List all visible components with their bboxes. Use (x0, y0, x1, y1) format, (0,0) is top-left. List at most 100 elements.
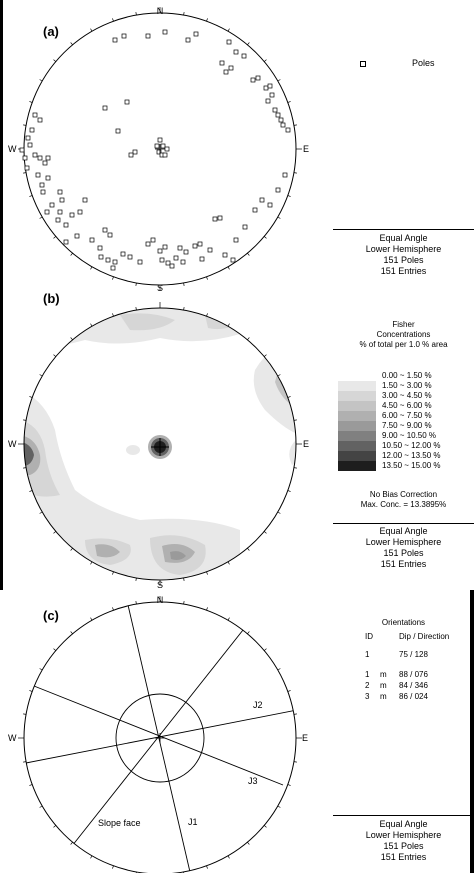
pole-marker (42, 160, 48, 166)
pole-marker (63, 222, 69, 228)
pole-marker (115, 128, 121, 134)
perimeter-tick (135, 307, 137, 311)
pole-marker (37, 155, 43, 161)
fisher-legend-title: Fisher Concentrations % of total per 1.0… (359, 320, 448, 349)
perimeter-tick (293, 172, 297, 174)
compass-w: W (8, 144, 17, 154)
label-j1: J1 (188, 817, 198, 827)
pole-marker (228, 65, 234, 71)
perimeter-tick (90, 28, 93, 32)
perimeter-tick (39, 805, 43, 808)
perimeter-tick (263, 354, 267, 357)
pole-marker (102, 105, 108, 111)
pole-marker (230, 257, 236, 263)
label-j3: J3 (248, 776, 258, 786)
pole-marker (63, 239, 69, 245)
perimeter-tick (90, 617, 93, 621)
scale-swatch (338, 431, 376, 441)
perimeter-tick (90, 561, 93, 565)
perimeter-tick (293, 419, 297, 421)
pole-marker (269, 92, 275, 98)
pole-marker (82, 197, 88, 203)
pole-marker (112, 37, 118, 43)
pole-marker (25, 135, 31, 141)
perimeter-tick (183, 577, 185, 581)
perimeter-tick (287, 101, 291, 103)
perimeter-tick (70, 547, 73, 551)
perimeter-tick (112, 18, 114, 22)
scale-label: 10.50 ~ 12.00 % (382, 441, 441, 450)
small-circle (115, 693, 205, 783)
perimeter-tick (206, 865, 208, 869)
pole-marker (102, 227, 108, 233)
table-row: 3 m 86 / 024 (365, 692, 428, 701)
scale-row: 4.50 ~ 6.00 % (338, 401, 468, 411)
compass-s-b: S (157, 580, 163, 590)
scale-swatch (338, 451, 376, 461)
perimeter-tick (263, 531, 267, 534)
divider (333, 815, 474, 816)
table-row: 1 m 88 / 076 (365, 670, 428, 679)
pole-marker (44, 209, 50, 215)
projection-info-b: Equal Angle Lower Hemisphere 151 Poles 1… (365, 526, 442, 569)
perimeter-tick (39, 216, 43, 219)
pole-marker (45, 155, 51, 161)
pole-marker (173, 255, 179, 261)
pole-marker (132, 149, 138, 155)
pole-marker (89, 237, 95, 243)
pole-marker (22, 155, 28, 161)
pole-marker (97, 245, 103, 251)
table-row: 1 75 / 128 (365, 650, 428, 659)
scale-swatch (338, 411, 376, 421)
pole-marker (24, 165, 30, 171)
divider (333, 523, 474, 524)
perimeter-tick (206, 607, 208, 611)
perimeter-tick (23, 419, 27, 421)
left-edge-bar (0, 0, 3, 590)
pole-marker (69, 212, 75, 218)
perimeter-tick (247, 631, 250, 635)
scale-label: 1.50 ~ 3.00 % (382, 381, 432, 390)
pole-marker (278, 117, 284, 123)
panel-b-label: (b) (43, 291, 60, 306)
perimeter-tick (39, 668, 43, 671)
scale-swatch (338, 441, 376, 451)
perimeter-tick (227, 855, 230, 859)
scale-row: 0.00 ~ 1.50 % (338, 371, 468, 381)
pole-marker (112, 259, 118, 265)
pole-marker (59, 197, 65, 203)
scale-row: 1.50 ~ 3.00 % (338, 381, 468, 391)
perimeter-tick (29, 396, 33, 398)
pole-marker (35, 172, 41, 178)
correction-info: No Bias Correction Max. Conc. = 13.3895% (360, 490, 447, 509)
perimeter-tick (29, 784, 33, 786)
divider (333, 229, 474, 230)
perimeter-tick (247, 252, 250, 256)
pole-marker (280, 122, 286, 128)
perimeter-tick (112, 276, 114, 280)
pole-marker (199, 256, 205, 262)
orientations-title: Orientations (381, 618, 426, 627)
perimeter-tick (263, 648, 267, 651)
pole-marker (32, 152, 38, 158)
pole-marker (162, 152, 168, 158)
perimeter-tick (206, 276, 208, 280)
perimeter-tick (70, 631, 73, 635)
perimeter-tick (183, 871, 185, 873)
scale-swatch (338, 381, 376, 391)
pole-marker (128, 152, 134, 158)
j3-trace (33, 685, 284, 786)
pole-marker (226, 39, 232, 45)
pole-marker (162, 29, 168, 35)
perimeter-tick (29, 101, 33, 103)
table-row: 2 m 84 / 346 (365, 681, 428, 690)
pole-marker (39, 182, 45, 188)
perimeter-tick (112, 607, 114, 611)
pole-plot: N S E W (8, 6, 309, 292)
scale-row: 12.00 ~ 13.50 % (338, 451, 468, 461)
pole-marker (222, 252, 228, 258)
scale-label: 9.00 ~ 10.50 % (382, 431, 437, 440)
pole-marker (49, 202, 55, 208)
scale-swatch (338, 371, 376, 381)
scale-row: 7.50 ~ 9.00 % (338, 421, 468, 431)
